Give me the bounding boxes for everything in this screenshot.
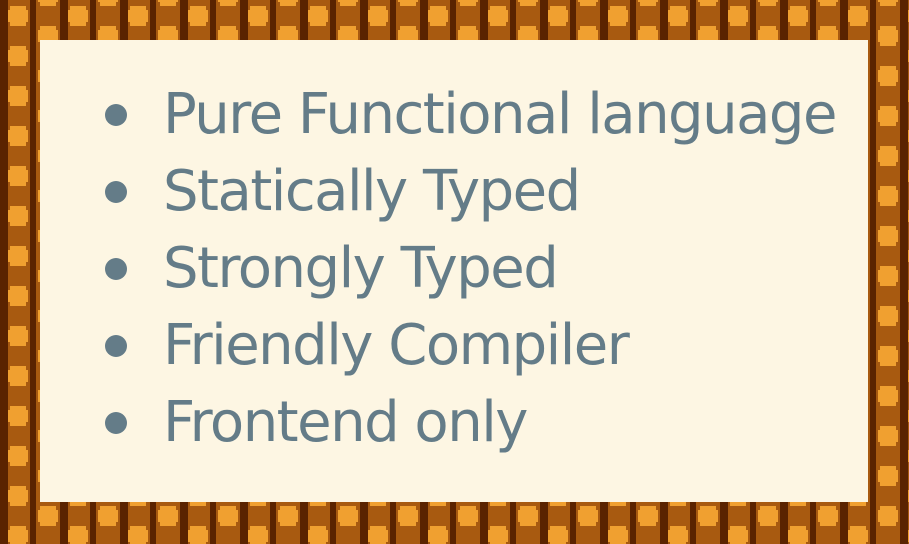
feature-label: Pure Functional language	[163, 81, 837, 147]
bullet-icon	[105, 180, 127, 203]
feature-label: Strongly Typed	[163, 235, 559, 301]
feature-list: Pure Functional language Statically Typed…	[102, 76, 837, 461]
list-item: Friendly Compiler	[102, 307, 836, 384]
bullet-icon	[105, 103, 127, 126]
bullet-icon	[105, 411, 127, 434]
feature-label: Frontend only	[163, 389, 528, 455]
list-item: Pure Functional language	[102, 76, 837, 153]
list-item: Strongly Typed	[102, 230, 836, 307]
feature-label: Friendly Compiler	[163, 312, 630, 378]
list-item: Statically Typed	[102, 153, 836, 230]
feature-label: Statically Typed	[163, 158, 581, 224]
bullet-icon	[105, 334, 127, 357]
bullet-icon	[105, 257, 127, 280]
content-card: Pure Functional language Statically Typed…	[40, 40, 868, 502]
list-item: Frontend only	[102, 384, 836, 461]
